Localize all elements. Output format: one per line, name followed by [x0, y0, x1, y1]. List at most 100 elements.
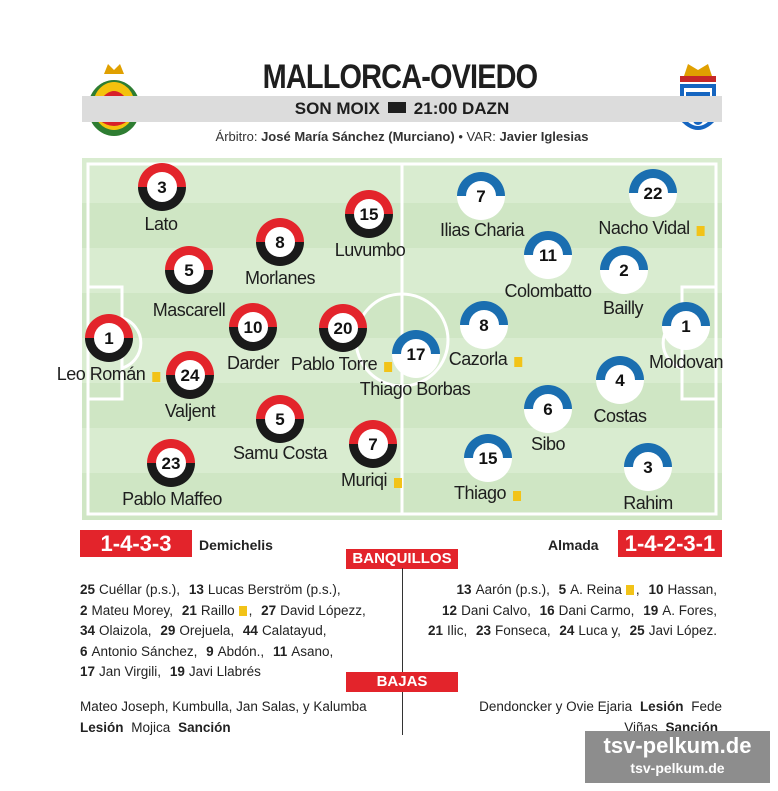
player-name: Leo Román: [57, 364, 146, 384]
shirt-center: [175, 360, 205, 390]
shirt-center: [174, 255, 204, 285]
bench-name: Dani Calvo,: [461, 602, 531, 618]
home-bench: 25 Cuéllar (p.s.), 13 Lucas Berström (p.s.…: [80, 580, 380, 683]
shirt-center: [533, 240, 563, 270]
shirt-center: [147, 172, 177, 202]
home-absences: Mateo Joseph, Kumbulla, Jan Salas, y Kal…: [80, 697, 380, 738]
bench-number: 16: [539, 602, 555, 618]
bench-name: A. Reina: [570, 582, 622, 597]
bench-number: 19: [643, 602, 659, 618]
shirt-center: [473, 443, 503, 473]
title: MALLORCA-OVIEDO: [262, 58, 538, 96]
player-name: Pablo Maffeo: [122, 489, 222, 509]
player: 3 Rahim: [623, 443, 673, 513]
bench-name: Dani Carmo,: [558, 602, 635, 618]
player: 6 Sibo: [524, 385, 572, 454]
bench-player: 2 Mateu Morey,: [80, 603, 173, 618]
bench-number: 27: [261, 602, 277, 618]
player-name: Rahim: [623, 493, 673, 513]
player-name: Colombatto: [504, 281, 592, 301]
player-name: Lato: [144, 214, 178, 234]
bench-number: 44: [242, 623, 258, 638]
yellow-card: [152, 372, 161, 382]
venue: SON MOIX: [294, 99, 380, 118]
bench-name: Lucas Berström (p.s.),: [207, 582, 341, 597]
yellow-card: [514, 357, 523, 367]
away-formation: 1-4-2-3-1: [618, 530, 722, 557]
yellow-card: [625, 585, 634, 595]
shirt-center: [354, 199, 384, 229]
var: Javier Iglesias: [499, 129, 589, 144]
bench-number: 21: [427, 623, 443, 638]
yellow-card: [394, 478, 403, 488]
bench-player: 21 Ilic,: [428, 623, 467, 638]
bench-number: 17: [80, 664, 96, 679]
watermark-box: [585, 731, 770, 783]
bench-name: Raillo: [200, 602, 235, 618]
bench-name: Jan Virgili,: [99, 664, 162, 679]
absence-text: Fede Viñas: [624, 699, 722, 735]
bench-player: 10 Hassan,: [648, 582, 717, 597]
separator: •: [458, 129, 463, 144]
player: 7 Ilias Charia: [440, 172, 526, 240]
bench-player: 44 Calatayud,: [243, 623, 327, 638]
bench-player: 13 Lucas Berström (p.s.),: [189, 582, 341, 597]
shirt-center: [265, 404, 295, 434]
bench-player: 19 A. Fores,: [643, 603, 717, 618]
player: 2 Bailly: [600, 246, 648, 318]
referee-label: Árbitro:: [215, 129, 258, 144]
bench-name: Olaizola,: [99, 623, 152, 638]
player-name: Thiago: [454, 483, 507, 503]
yellow-card: [238, 605, 247, 616]
player-number: 22: [644, 184, 663, 203]
player: 7 Muriqi: [341, 420, 403, 490]
absence-text: Mateo Joseph, Kumbulla, Jan Salas, y Kal…: [80, 699, 367, 714]
divider: [402, 568, 403, 735]
player-number: 8: [275, 233, 284, 252]
player-number: 15: [360, 205, 379, 224]
player-number: 10: [244, 318, 263, 337]
bench-name: David Lópezz,: [280, 602, 366, 618]
player: 8 Cazorla: [449, 301, 523, 369]
bench-name: Javi López.: [648, 623, 717, 638]
bench-number: 9: [206, 643, 214, 659]
bench-name: Luca y,: [578, 623, 621, 638]
bench-number: 19: [169, 664, 185, 679]
shirt-center: [633, 452, 663, 482]
shirt-center: [609, 255, 639, 285]
player-name: Bailly: [603, 298, 644, 318]
player-number: 2: [619, 261, 628, 280]
player-number: 1: [681, 317, 690, 336]
shirt-center: [358, 429, 388, 459]
yellow-card: [513, 491, 522, 501]
shirt-center: [638, 178, 668, 208]
bench-name: Orejuela,: [179, 623, 235, 638]
player-name: Valjent: [165, 401, 216, 421]
absence-text: Lesión: [80, 719, 124, 735]
bench-number: 5: [558, 582, 567, 597]
bench-player: 21 Raillo,: [182, 603, 253, 618]
absence-text: Mojica: [131, 719, 171, 735]
officials: Árbitro: José María Sánchez (Murciano) •…: [82, 129, 722, 144]
player-number: 7: [368, 435, 377, 454]
player-name: Luvumbo: [335, 240, 406, 260]
bench-number: 10: [648, 582, 664, 597]
bench-player: 11 Asano,: [273, 644, 333, 659]
bench-name: Hassan,: [667, 582, 717, 597]
time: 21:00 DAZN: [413, 99, 510, 118]
tv-icon: [387, 102, 406, 113]
player-number: 4: [615, 371, 625, 390]
bench-player: 6 Antonio Sánchez,: [80, 644, 197, 659]
player-number: 15: [479, 449, 498, 468]
player-name: Ilias Charia: [440, 220, 526, 240]
player-number: 1: [104, 329, 113, 348]
yellow-card: [384, 362, 393, 372]
player-name: Moldovan: [649, 352, 723, 372]
shirt-center: [156, 448, 186, 478]
bench-number: 24: [559, 623, 575, 638]
bench-player: 34 Olaizola,: [80, 623, 152, 638]
var-label: VAR:: [466, 129, 496, 144]
player: 15 Thiago: [454, 434, 522, 503]
player-number: 23: [162, 454, 181, 473]
